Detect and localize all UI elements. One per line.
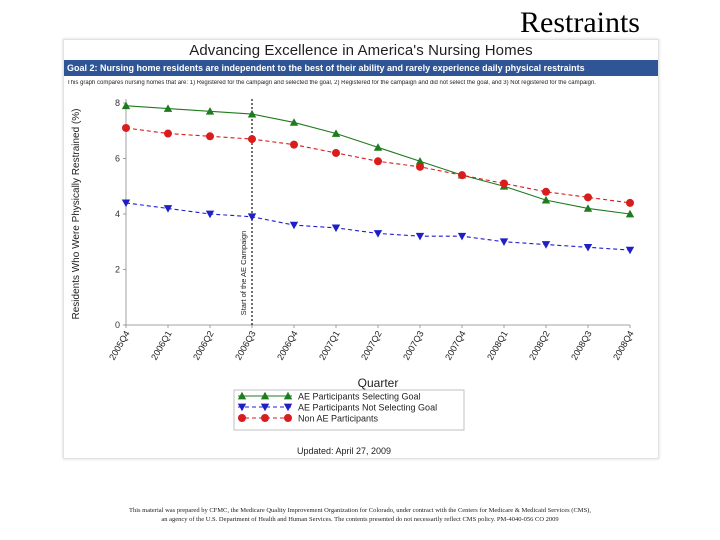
x-tick-label: 2006Q3 [233,329,258,362]
y-axis-label: Residents Who Were Physically Restrained… [71,108,82,319]
data-point [122,123,130,132]
slide-footer: This material was prepared by CFMC, the … [80,506,640,524]
x-tick-label: 2007Q3 [401,329,426,362]
data-point [416,162,424,171]
data-point [415,232,425,241]
data-point [541,241,551,249]
footer-line-1: This material was prepared by CFMC, the … [129,507,591,514]
chart-main-title: Advancing Excellence in America's Nursin… [189,42,533,59]
legend-marker [260,403,270,412]
legend-marker [284,414,292,422]
campaign-start-label: Start of the AE Campaign [239,231,248,316]
data-point [205,210,215,219]
y-tick-label: 4 [115,209,120,219]
data-point [289,118,299,126]
x-tick-label: 2005Q4 [107,329,132,362]
y-tick-label: 6 [115,154,120,164]
data-point [458,171,466,180]
slide-title: Restraints [520,6,640,39]
data-point [542,187,550,196]
legend-marker [261,414,269,422]
legend-label-0: AE Participants Selecting Goal [298,392,421,402]
legend-label-1: AE Participants Not Selecting Goal [298,403,437,413]
data-point [205,107,215,115]
legend-marker [283,391,293,400]
data-point [583,243,593,252]
x-tick-label: 2007Q4 [443,329,468,362]
line-chart: 0 2 4 6 8 Residents Who Were Physically Restr… [71,98,636,456]
data-point [499,238,509,246]
x-tick-label: 2006Q2 [191,329,216,362]
x-axis-label: Quarter [358,376,399,390]
legend-box [233,389,465,431]
x-tick-label: 2008Q1 [485,329,510,362]
data-point [164,129,172,138]
data-point [625,246,635,255]
chart-description: This graph compares nursing homes that a… [67,80,596,86]
series-line-2 [125,127,631,204]
data-point [373,143,383,151]
legend-marker [260,391,270,400]
x-tick-label: 2006Q1 [149,329,174,362]
y-tick-label: 8 [115,98,120,108]
data-point [247,109,257,118]
data-point [374,157,382,166]
legend-marker [237,391,247,400]
legend-marker [237,403,247,412]
legend-marker [283,403,293,412]
data-point [248,135,256,144]
data-point [331,224,341,233]
data-point [290,140,298,149]
x-tick-label: 2007Q2 [359,329,384,362]
data-point [584,193,592,202]
goal-banner: Goal 2: Nursing home residents are indep… [64,60,658,76]
data-point [541,195,551,204]
legend-label-2: Non AE Participants [298,414,379,424]
data-point [626,198,634,207]
x-tick-label: 2008Q4 [611,329,636,362]
chart-panel: Advancing Excellence in America's Nursin… [64,40,658,458]
y-tick-label: 0 [115,320,120,330]
x-tick-label: 2008Q2 [527,329,552,362]
data-point [500,179,508,188]
data-point [373,230,383,238]
data-point [206,132,214,141]
y-tick-label: 2 [115,265,120,275]
data-point [457,232,467,241]
data-point [163,104,173,112]
data-point [415,157,425,165]
data-point [247,213,257,221]
data-point [331,129,341,137]
x-tick-label: 2006Q4 [275,329,300,362]
data-point [289,221,299,230]
updated-note: Updated: April 27, 2009 [297,446,391,456]
footer-line-2: an agency of the U.S. Department of Heal… [161,516,559,523]
legend-marker [238,414,246,422]
data-point [121,199,131,208]
data-point [625,209,635,218]
data-point [583,204,593,212]
series-line-1 [125,202,631,251]
x-tick-label: 2008Q3 [569,329,594,362]
x-tick-label: 2007Q1 [317,329,342,362]
data-point [163,205,173,213]
data-point [121,101,131,110]
data-point [332,148,340,157]
